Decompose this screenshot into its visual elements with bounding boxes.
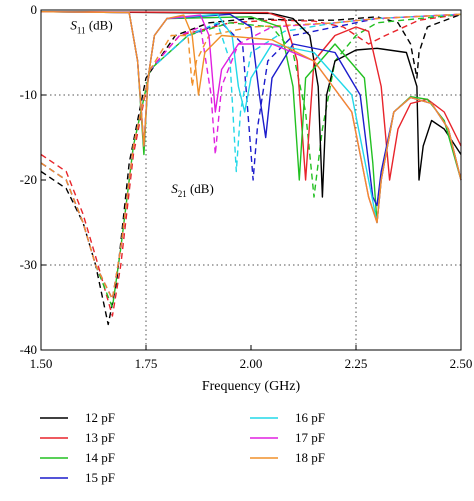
series-line-s11-18-pf xyxy=(40,11,462,224)
annotation-background xyxy=(169,179,230,198)
legend-label-17-pf: 17 pF xyxy=(295,430,325,445)
series-line-s11-17-pf xyxy=(40,11,462,224)
x-tick-label: 2.00 xyxy=(240,356,263,371)
legend-label-14-pf: 14 pF xyxy=(85,450,115,465)
legend: 12 pF 13 pF 14 pF 15 pF 16 pF 17 pF 18 pF xyxy=(40,410,325,485)
legend-label-16-pf: 16 pF xyxy=(295,410,325,425)
series-line-s21-15-pf xyxy=(40,13,462,300)
series-line-s11-12-pf xyxy=(40,11,462,198)
y-tick-label: 0 xyxy=(31,2,38,17)
annotation-background xyxy=(68,16,129,35)
y-tick-label: -20 xyxy=(20,172,37,187)
legend-label-18-pf: 18 pF xyxy=(295,450,325,465)
series-line-s21-12-pf xyxy=(40,13,462,326)
y-tick-label: -40 xyxy=(20,342,37,357)
series-line-s21-18-pf xyxy=(40,13,462,300)
y-tick-label: -10 xyxy=(20,87,37,102)
annotation-s11: S11 (dB) xyxy=(70,18,112,36)
series-line-s11-13-pf xyxy=(40,11,462,181)
x-tick-label: 1.75 xyxy=(135,356,158,371)
y-tick-label: -30 xyxy=(20,257,37,272)
axis-ticks: 1.50 1.75 2.00 2.25 2.50 0 -10 -20 -30 -40 xyxy=(20,2,473,371)
x-tick-label: 2.25 xyxy=(345,356,368,371)
legend-label-15-pf: 15 pF xyxy=(85,470,115,485)
annotation-s21: S21 (dB) xyxy=(171,181,214,199)
series-line-s21-13-pf xyxy=(40,13,462,317)
legend-label-13-pf: 13 pF xyxy=(85,430,115,445)
legend-label-12-pf: 12 pF xyxy=(85,410,115,425)
series-lines xyxy=(40,11,462,326)
annotations: S11 (dB) S21 (dB) xyxy=(68,16,230,199)
x-axis-title: Frequency (GHz) xyxy=(202,379,301,394)
plot-frame xyxy=(40,9,462,351)
x-tick-label: 2.50 xyxy=(450,356,473,371)
grid-lines xyxy=(41,10,461,350)
x-tick-label: 1.50 xyxy=(30,356,53,371)
